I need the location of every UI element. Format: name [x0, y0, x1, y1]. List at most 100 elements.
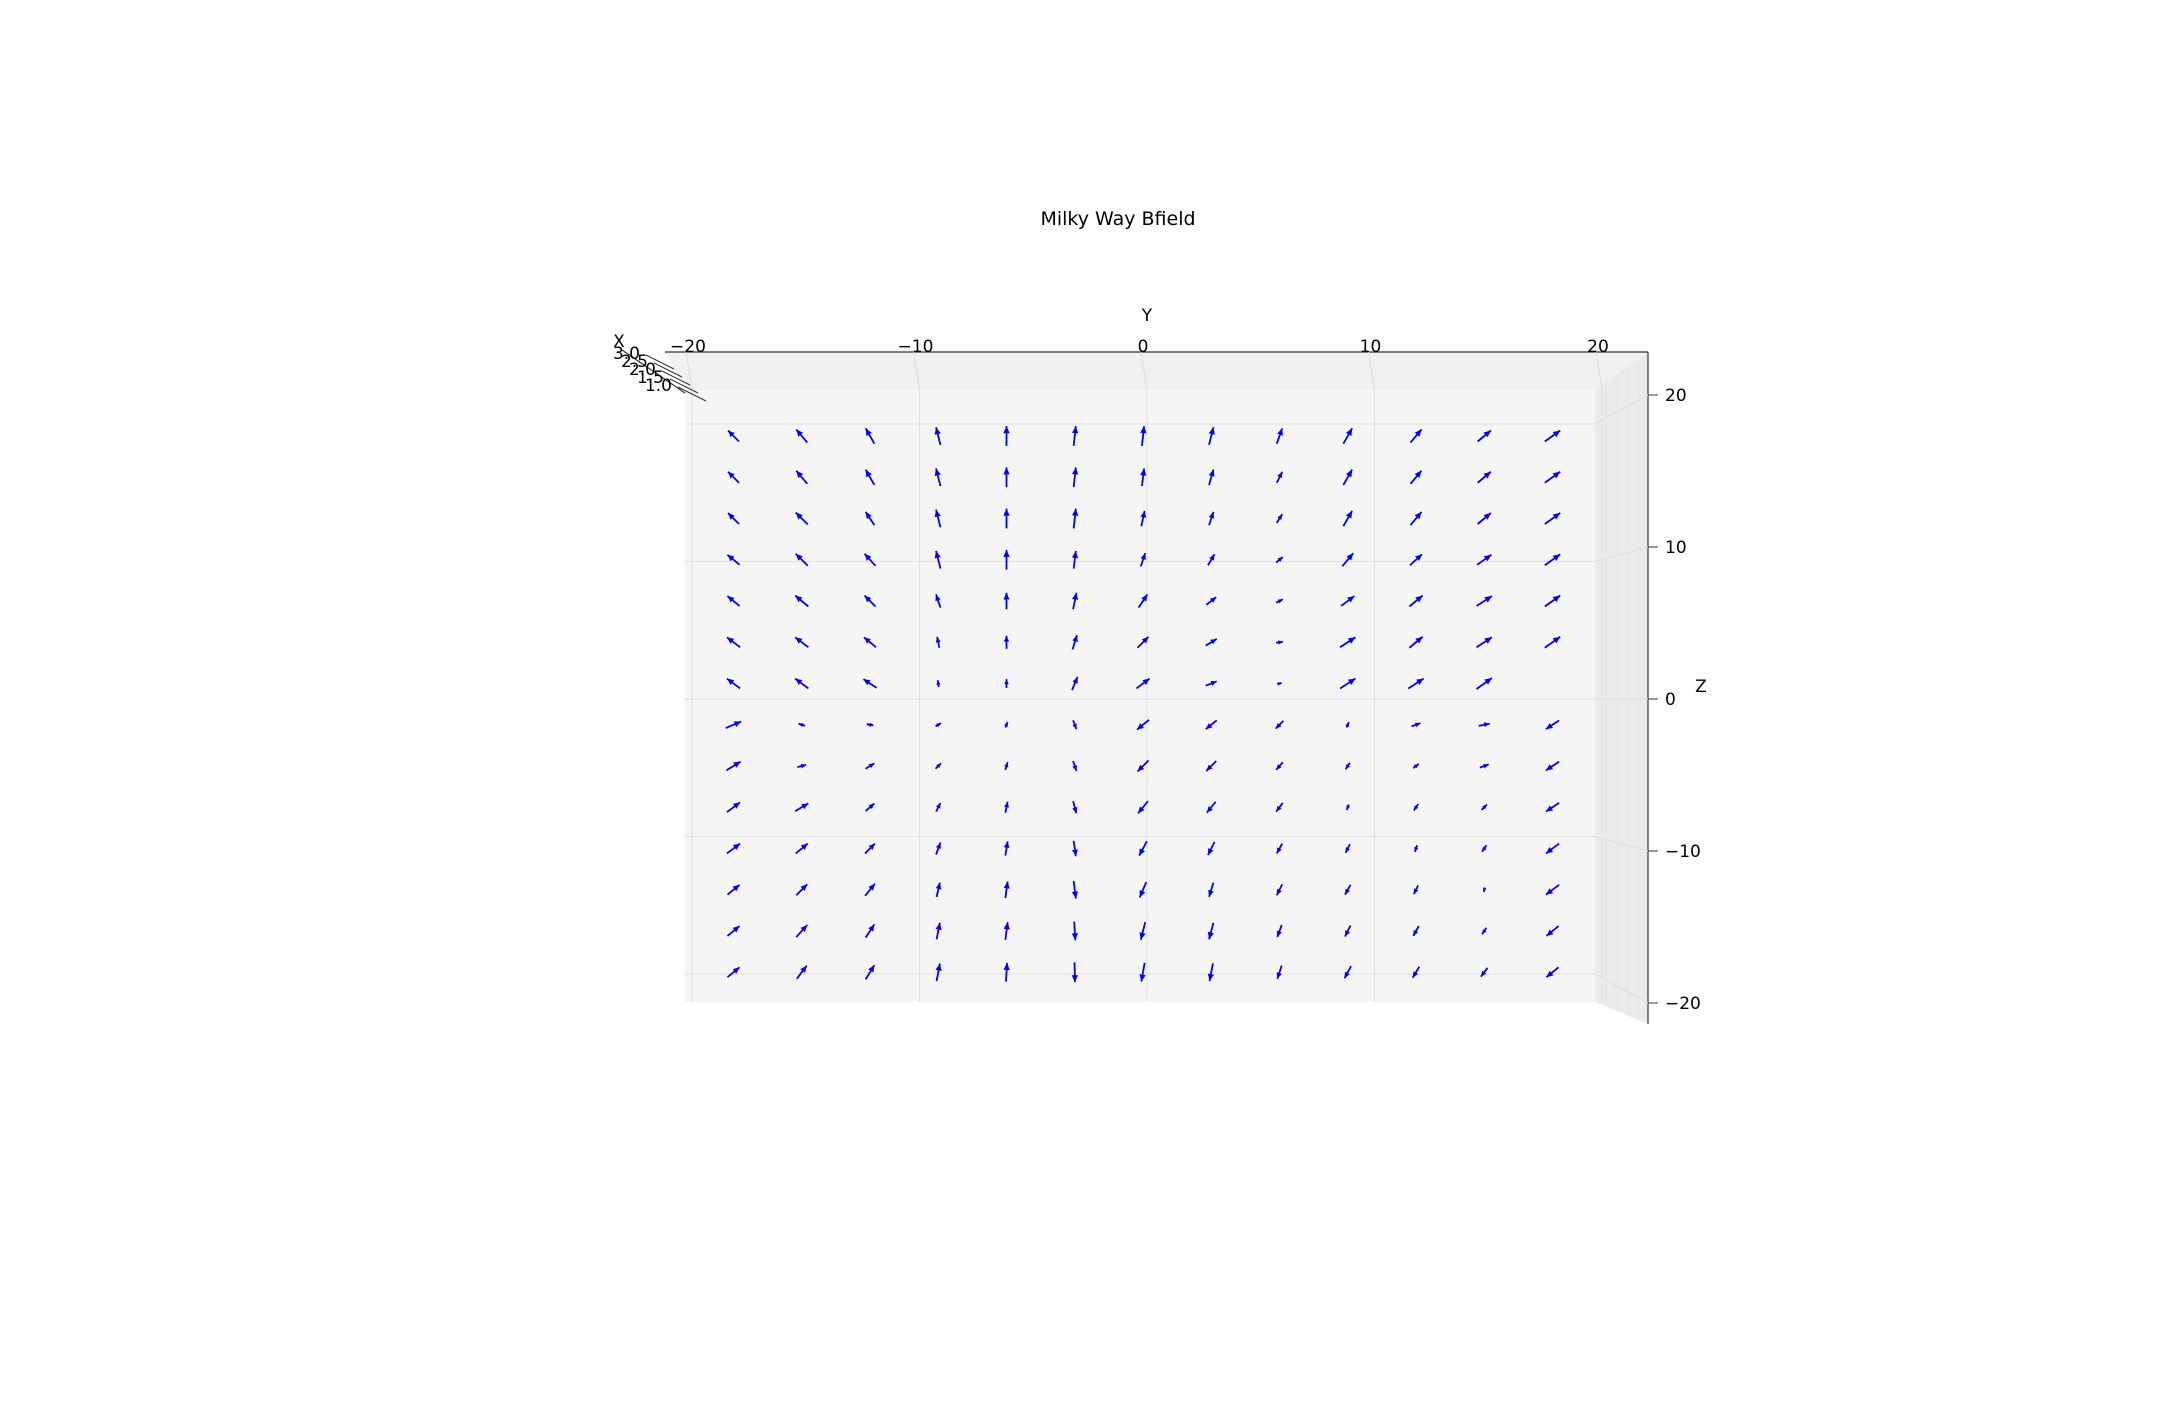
arrow-head	[1276, 847, 1282, 854]
grid-line-top	[685, 351, 693, 391]
arrow-head	[935, 594, 941, 602]
field-arrow	[1276, 965, 1283, 980]
field-arrow	[1275, 513, 1284, 524]
side-pane-lines	[1594, 359, 1649, 1020]
x-tick-mark	[653, 362, 683, 378]
field-arrow	[1276, 924, 1283, 938]
arrow-head	[801, 803, 809, 810]
field-arrow	[1412, 925, 1420, 937]
field-arrow	[1413, 803, 1419, 812]
arrow-head	[1004, 762, 1009, 768]
arrow-head	[1140, 553, 1146, 560]
arrow-head	[1003, 508, 1010, 516]
field-arrow	[1276, 640, 1283, 645]
field-arrow	[1344, 884, 1352, 896]
field-arrow	[1135, 677, 1151, 690]
arrow-head	[1552, 595, 1561, 603]
field-arrow	[1544, 636, 1561, 649]
arrow-head	[1209, 597, 1217, 603]
arrow-head	[1072, 592, 1079, 601]
z-tick-label: 20	[1665, 386, 1687, 406]
arrow-head	[1139, 974, 1146, 982]
arrow-head	[1072, 676, 1078, 684]
arrow-head	[1071, 975, 1078, 983]
arrow-head	[1552, 513, 1561, 520]
field-arrow	[795, 924, 808, 938]
field-arrow	[864, 427, 876, 445]
field-arrow	[1275, 802, 1284, 813]
field-arrow	[1275, 761, 1284, 771]
field-arrow	[1409, 428, 1423, 444]
field-arrow	[1342, 469, 1353, 486]
field-arrow	[1544, 594, 1561, 608]
arrow-head	[1344, 971, 1350, 979]
arrow-head	[865, 511, 872, 520]
arrow-head	[868, 924, 875, 932]
arrow-head	[800, 884, 808, 891]
arrow-head	[1141, 636, 1149, 644]
arrow-head	[795, 678, 803, 686]
field-arrow	[1208, 882, 1215, 898]
field-arrow	[1071, 962, 1078, 983]
arrow-head	[936, 802, 941, 809]
arrow-head	[868, 803, 875, 810]
arrow-head	[1545, 805, 1554, 812]
arrow-head	[868, 843, 875, 850]
x-tick-label: 1.0	[645, 376, 672, 396]
arrow-head	[1552, 430, 1561, 438]
field-arrow	[1003, 592, 1010, 610]
arrow-head	[1482, 887, 1487, 892]
arrow-head	[726, 678, 735, 686]
arrow-head	[1277, 514, 1283, 520]
field-arrow	[794, 677, 809, 690]
arrow-head	[1347, 678, 1356, 685]
arrow-head	[1277, 682, 1282, 686]
arrow-head	[1003, 549, 1010, 557]
field-arrow	[1340, 595, 1355, 607]
field-arrow	[1004, 801, 1009, 813]
field-arrow	[725, 720, 742, 729]
field-arrow	[1480, 803, 1488, 811]
field-arrow	[1140, 468, 1147, 487]
field-arrow	[1275, 556, 1284, 564]
arrow-head	[1210, 638, 1217, 645]
field-arrow	[935, 802, 942, 813]
z-axis-ticks: 20 10 0 −10 −20	[1648, 386, 1701, 1014]
arrow-head	[1545, 888, 1554, 895]
field-arrow	[1481, 844, 1488, 853]
field-arrow	[1476, 554, 1492, 566]
field-arrow	[726, 966, 741, 978]
field-arrow	[1277, 682, 1282, 686]
arrow-head	[1277, 428, 1283, 436]
field-arrow	[1072, 760, 1078, 772]
arrow-head	[1277, 599, 1283, 604]
field-arrow	[1071, 634, 1078, 650]
arrow-head	[1208, 427, 1215, 435]
field-arrow	[727, 471, 740, 484]
arrow-head	[936, 723, 941, 728]
arrow-head	[1072, 723, 1077, 730]
field-arrow	[934, 468, 942, 487]
field-arrow	[1275, 598, 1284, 604]
grid-line-top	[1368, 351, 1375, 391]
arrow-head	[1137, 764, 1145, 772]
field-arrow	[1205, 719, 1218, 730]
arrow-head	[1206, 764, 1213, 771]
field-arrow	[1071, 426, 1079, 446]
arrow-head	[1415, 554, 1423, 562]
arrow-head	[1414, 470, 1422, 478]
arrow-head	[1545, 846, 1554, 854]
field-arrow	[1544, 429, 1561, 443]
field-arrow	[726, 925, 741, 937]
arrow-head	[936, 680, 941, 685]
field-arrow	[864, 842, 876, 855]
arrow-head	[865, 469, 872, 478]
field-arrow	[798, 722, 806, 728]
arrow-head	[1276, 930, 1282, 938]
arrow-head	[1345, 722, 1350, 727]
field-arrow	[1545, 760, 1560, 772]
field-arrow	[1072, 840, 1078, 857]
field-arrow	[1275, 843, 1284, 854]
field-arrow	[1345, 804, 1351, 811]
arrow-head	[795, 637, 803, 644]
